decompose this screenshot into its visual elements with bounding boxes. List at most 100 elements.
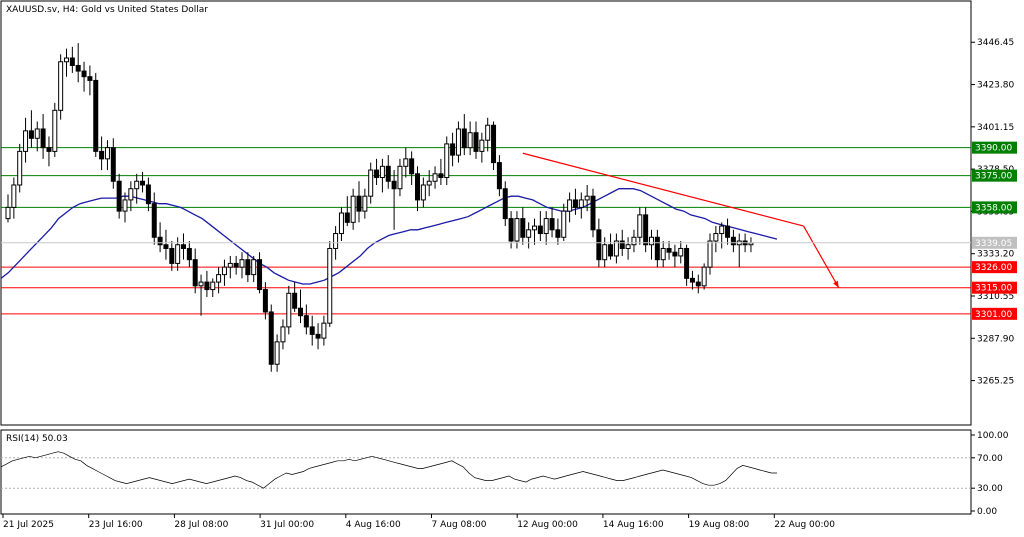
candle-body bbox=[432, 173, 438, 182]
candle-body bbox=[198, 281, 204, 287]
candle-body bbox=[713, 233, 719, 242]
price-tick-label: 3333.20 bbox=[977, 250, 1014, 260]
price-tick-label: 3446.45 bbox=[977, 38, 1014, 48]
candle-body bbox=[110, 147, 116, 182]
candle-body bbox=[473, 132, 479, 152]
time-tick-label: 23 Jul 16:00 bbox=[89, 520, 143, 530]
time-tick-label: 21 Jul 2025 bbox=[3, 520, 54, 530]
level-price-label: 3390.00 bbox=[975, 144, 1012, 154]
candle-body bbox=[479, 139, 485, 152]
candle-body bbox=[321, 322, 327, 339]
rsi-tick-label: 30.00 bbox=[977, 484, 1003, 494]
candle-body bbox=[333, 233, 339, 249]
candle-body bbox=[502, 188, 508, 220]
candle-body bbox=[169, 247, 175, 264]
time-axis: 21 Jul 2025 23 Jul 16:00 28 Jul 08:00 31 Ju… bbox=[2, 514, 835, 530]
rsi-panel[interactable] bbox=[0, 429, 972, 515]
projection-arrow bbox=[803, 225, 840, 288]
level-price-label-bg bbox=[972, 141, 1017, 154]
candle-body bbox=[672, 251, 678, 257]
candle-body bbox=[543, 218, 549, 235]
chart-title: XAUUSD.sv, H4: Gold vs United States Dol… bbox=[6, 5, 208, 15]
candle-body bbox=[584, 195, 590, 201]
candle-body bbox=[450, 143, 456, 156]
candle-body bbox=[210, 281, 216, 291]
candle-body bbox=[420, 184, 426, 201]
price-panel[interactable] bbox=[0, 0, 972, 426]
level-price-label-bg bbox=[972, 281, 1017, 294]
candle-body bbox=[46, 147, 52, 152]
candle-body bbox=[730, 236, 736, 246]
candle-body bbox=[608, 244, 614, 257]
candle-body bbox=[11, 184, 17, 208]
candle-body bbox=[175, 244, 181, 264]
candle-body bbox=[684, 247, 690, 279]
candle-body bbox=[192, 259, 198, 287]
level-price-label-bg bbox=[972, 307, 1017, 320]
candle-body bbox=[52, 109, 58, 152]
candle-body bbox=[350, 195, 356, 223]
candle-body bbox=[578, 199, 584, 208]
time-tick-label: 12 Aug 00:00 bbox=[517, 520, 578, 530]
candle-body bbox=[403, 158, 409, 167]
candle-body bbox=[590, 195, 596, 231]
time-tick-label: 4 Aug 16:00 bbox=[346, 520, 401, 530]
candle-body bbox=[17, 150, 23, 186]
candle-body bbox=[415, 173, 420, 201]
candle-body bbox=[204, 281, 210, 291]
candle-body bbox=[537, 225, 543, 235]
candle-body bbox=[186, 247, 192, 261]
candle-body bbox=[315, 333, 321, 339]
rsi-tick-label: 100.00 bbox=[977, 431, 1009, 441]
candle-body bbox=[613, 240, 619, 257]
candle-body bbox=[28, 130, 34, 139]
candle-body bbox=[362, 195, 368, 212]
candle-body bbox=[514, 218, 520, 242]
candle-body bbox=[262, 289, 268, 313]
price-axis: 3446.453423.803401.153378.503355.853333.… bbox=[1, 38, 1017, 387]
price-tick-label: 3287.90 bbox=[977, 334, 1014, 344]
candle-body bbox=[34, 128, 40, 139]
candle-body bbox=[666, 247, 672, 253]
candle-body bbox=[298, 307, 303, 317]
candle-body bbox=[532, 225, 537, 231]
candle-body bbox=[725, 225, 731, 238]
candle-body bbox=[555, 229, 561, 238]
candle-body bbox=[572, 199, 578, 208]
candle-body bbox=[327, 247, 333, 324]
candle-body bbox=[438, 173, 444, 179]
candle-body bbox=[660, 247, 666, 261]
candle-body bbox=[274, 341, 280, 365]
resistance-trendline bbox=[522, 152, 804, 227]
candle-body bbox=[344, 212, 350, 223]
candle-body bbox=[455, 128, 461, 156]
candlesticks bbox=[5, 43, 754, 372]
candle-body bbox=[280, 326, 286, 343]
candle-body bbox=[678, 247, 684, 257]
candle-body bbox=[40, 128, 46, 149]
candle-body bbox=[69, 57, 75, 66]
candle-body bbox=[549, 218, 555, 231]
rsi-tick-label: 70.00 bbox=[977, 454, 1003, 464]
candle-body bbox=[134, 180, 140, 190]
time-tick-label: 28 Jul 08:00 bbox=[174, 520, 228, 530]
candle-body bbox=[58, 61, 64, 111]
current-price-label-bg bbox=[972, 236, 1017, 249]
level-price-label: 3358.00 bbox=[975, 203, 1012, 213]
candle-body bbox=[695, 281, 701, 287]
candle-body bbox=[216, 274, 222, 283]
time-tick-label: 19 Aug 08:00 bbox=[689, 520, 750, 530]
candle-body bbox=[374, 169, 380, 179]
candle-body bbox=[23, 130, 29, 152]
level-price-label-bg bbox=[972, 261, 1017, 274]
candle-body bbox=[596, 229, 602, 261]
candle-body bbox=[625, 244, 631, 249]
level-price-label: 3375.00 bbox=[975, 172, 1012, 182]
candle-body bbox=[619, 240, 625, 249]
level-price-label: 3326.00 bbox=[975, 263, 1012, 273]
candle-body bbox=[631, 236, 637, 246]
candle-body bbox=[151, 203, 157, 238]
candle-body bbox=[643, 214, 649, 246]
